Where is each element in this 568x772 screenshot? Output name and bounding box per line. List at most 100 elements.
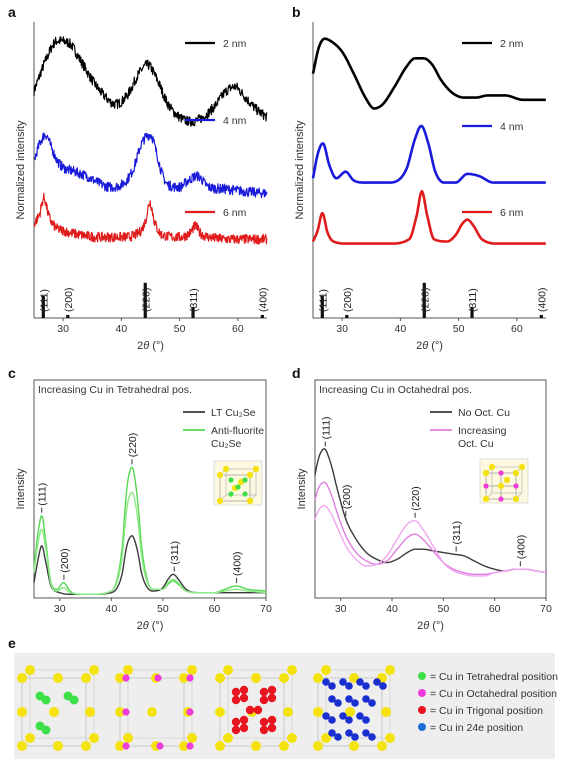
reference-peak-label: (200) [63, 287, 75, 312]
site-legend: = Cu in Tetrahedral position = Cu in Octa… [418, 671, 558, 734]
se-atom [222, 465, 230, 473]
reference-peak-label: (200) [342, 287, 354, 312]
se-atom [216, 497, 224, 505]
se-atom [279, 741, 289, 751]
se-atom [283, 707, 293, 717]
se-atom [287, 733, 297, 743]
se-atom [313, 741, 323, 751]
reference-peak-label: (111) [38, 289, 50, 312]
se-atom [287, 665, 297, 675]
y-axis-label: Normalized intensity [294, 120, 306, 220]
x-tick-label: 60 [511, 323, 523, 335]
reference-peak-label: (311) [467, 288, 479, 312]
x-tick-label: 70 [260, 603, 272, 615]
cu-trigonal-atom [259, 725, 269, 735]
cu-octahedral-atom [154, 674, 162, 682]
legend-label: No Oct. Cu [458, 407, 510, 419]
cu-trigonal-atom [231, 717, 241, 727]
legend-label: 2 nm [223, 38, 247, 50]
cu-trigonal-atom [239, 723, 249, 733]
cu-octahedral-atom [483, 483, 489, 489]
cu-24e-atom [328, 729, 336, 737]
cu-trigonal-atom [239, 685, 249, 695]
site-legend-marker [418, 706, 426, 714]
se-atom [385, 665, 395, 675]
se-atom [313, 707, 323, 717]
cell-edge [491, 466, 523, 494]
peak-label: (111) [37, 483, 49, 506]
cu-tetrahedral-atom [41, 725, 51, 735]
crystal-structures [17, 665, 395, 751]
reference-peak-label: (220) [140, 287, 152, 312]
se-atom [246, 497, 254, 505]
series-line [33, 491, 267, 595]
y-axis-label: Intensity [15, 468, 27, 509]
cu-24e-atom [328, 716, 336, 724]
se-atom [488, 463, 496, 471]
reference-peak-bar [539, 315, 543, 318]
cu-tetrahedral-atom [69, 695, 79, 705]
reference-peak-bar [41, 296, 45, 318]
se-atom [49, 707, 59, 717]
se-atom [17, 707, 27, 717]
se-atom [85, 707, 95, 717]
cu-octahedral-atom [498, 496, 504, 502]
cu-24e-atom [362, 682, 370, 690]
panel-letter-a: a [8, 4, 16, 20]
cu-octahedral-atom [186, 708, 194, 716]
se-atom [17, 741, 27, 751]
se-atom [349, 673, 359, 683]
panel-letter-c: c [8, 365, 16, 381]
peak-label: (400) [232, 551, 244, 576]
cu-24e-atom [356, 678, 364, 686]
legend-label: 4 nm [500, 121, 524, 133]
site-legend-label: = Cu in 24e position [430, 722, 523, 734]
cu-24e-atom [334, 733, 342, 741]
cu-24e-atom [368, 699, 376, 707]
cu-trigonal-atom [239, 715, 249, 725]
plot-annotation: Increasing Cu in Tetrahedral pos. [38, 384, 192, 396]
cu-24e-atom [345, 682, 353, 690]
legend-label: LT Cu₂Se [211, 407, 256, 419]
structure-octahedral [115, 665, 197, 751]
legend-label: 4 nm [223, 115, 247, 127]
peak-label: (311) [451, 521, 463, 545]
cu-24e-atom [362, 716, 370, 724]
se-atom [251, 673, 261, 683]
se-atom [89, 665, 99, 675]
legend-label: Cu₂Se [211, 438, 242, 450]
cu-24e-atom [328, 682, 336, 690]
se-atom [482, 469, 490, 477]
cell-edge [219, 474, 251, 502]
x-tick-label: 60 [209, 603, 221, 615]
se-atom [179, 741, 189, 751]
cell-edge [29, 669, 95, 739]
se-atom [385, 733, 395, 743]
cu-octahedral-atom [122, 742, 130, 750]
se-atom [179, 673, 189, 683]
se-atom [115, 707, 125, 717]
series-line-2nm [33, 36, 268, 127]
peak-label: (220) [127, 433, 139, 458]
reference-peak-bar [260, 315, 264, 318]
reference-peak-bar [143, 282, 147, 318]
x-tick-label: 30 [57, 323, 69, 335]
se-atom [89, 733, 99, 743]
cu-octahedral-atom [122, 708, 130, 716]
site-legend-label: = Cu in Octahedral position [430, 688, 557, 700]
legend-label: Oct. Cu [458, 438, 494, 450]
se-atom [518, 463, 526, 471]
unit-cell-inset [213, 460, 263, 506]
reference-peak-label: (400) [257, 287, 269, 312]
cu-trigonal-atom [253, 705, 263, 715]
se-atom [279, 673, 289, 683]
unit-cell-inset [479, 458, 529, 504]
site-legend-marker [418, 723, 426, 731]
cu-trigonal-atom [259, 695, 269, 705]
cu-24e-atom [334, 699, 342, 707]
se-atom [187, 665, 197, 675]
se-atom [25, 733, 35, 743]
cu-24e-atom [368, 733, 376, 741]
cu-24e-atom [345, 729, 353, 737]
cu-octahedral-atom [122, 674, 130, 682]
